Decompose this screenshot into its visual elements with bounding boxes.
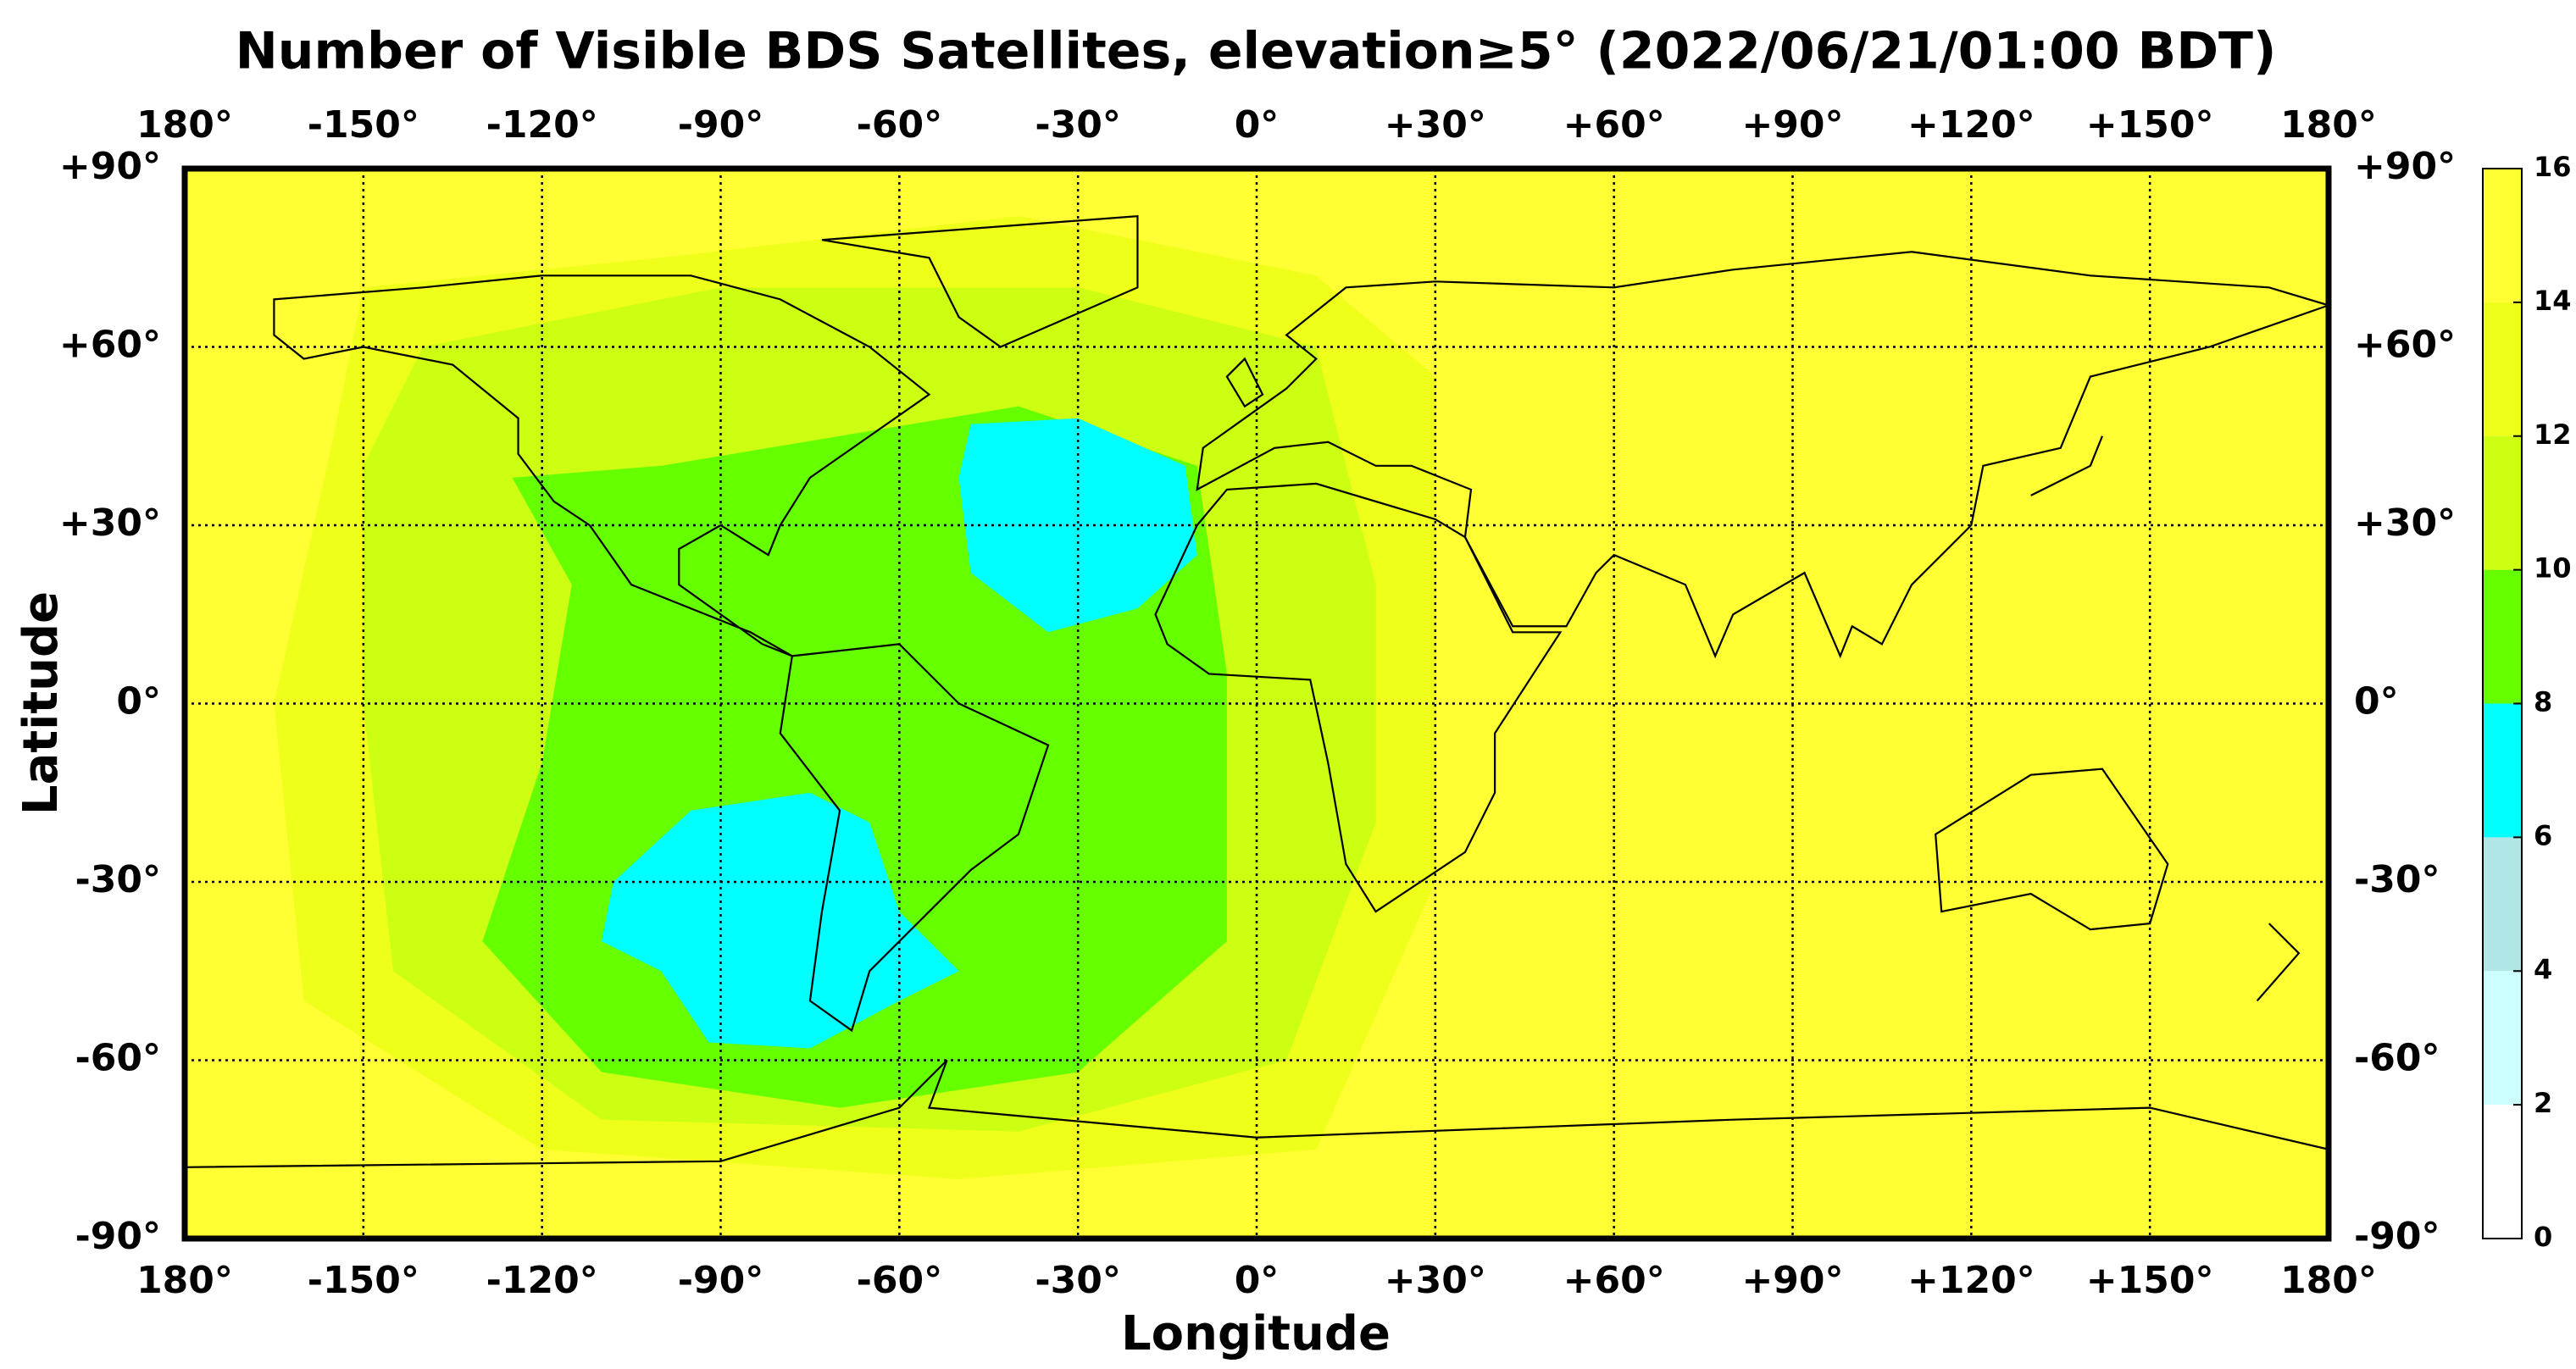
x-tick-label: -90° xyxy=(678,1259,764,1302)
x-tick-label: +90° xyxy=(1741,103,1843,147)
colorbar-tick-label: 10 xyxy=(2534,552,2572,585)
y-tick-label: -30° xyxy=(2354,858,2440,901)
y-tick-label: 0° xyxy=(2354,680,2399,723)
x-tick-label: 0° xyxy=(1235,103,1280,147)
x-tick-label: +90° xyxy=(1741,1259,1843,1302)
x-tick-label: +30° xyxy=(1385,1259,1486,1302)
coastlines xyxy=(185,216,2329,1167)
x-tick-label: +150° xyxy=(2086,1259,2214,1302)
plot-frame xyxy=(181,165,2332,1242)
x-tick-label: -30° xyxy=(1035,1259,1121,1302)
x-tick-label: 180° xyxy=(136,1259,233,1302)
colorbar-bin xyxy=(2483,1105,2522,1239)
x-tick-label: 180° xyxy=(2280,103,2377,147)
x-tick-label: +150° xyxy=(2086,103,2214,147)
x-tick-label: -60° xyxy=(857,103,943,147)
colorbar-bin xyxy=(2483,302,2522,436)
colorbar-tick-label: 14 xyxy=(2534,285,2572,317)
colorbar-tick-label: 2 xyxy=(2534,1087,2552,1119)
colorbar-tick-label: 8 xyxy=(2534,686,2552,718)
colorbar-tick-label: 12 xyxy=(2534,418,2572,451)
x-tick-label: -120° xyxy=(486,1259,598,1302)
colorbar-tick-label: 6 xyxy=(2534,819,2552,851)
y-tick-label: +60° xyxy=(2354,324,2456,367)
x-tick-label: +60° xyxy=(1563,103,1665,147)
x-tick-label: +120° xyxy=(1907,1259,2035,1302)
x-tick-label: -60° xyxy=(857,1259,943,1302)
x-tick-label: 180° xyxy=(2280,1259,2377,1302)
colorbar-bin xyxy=(2483,971,2522,1106)
colorbar-bin xyxy=(2483,703,2522,838)
x-tick-label: -120° xyxy=(486,103,598,147)
colorbar: 0 2 4 6 8 10 12 14 16 xyxy=(2483,151,2572,1253)
y-tick-label: 0° xyxy=(116,680,161,723)
y-tick-label: -90° xyxy=(75,1215,162,1258)
colorbar-tick-label: 0 xyxy=(2534,1221,2552,1253)
y-tick-label: -60° xyxy=(75,1037,162,1080)
y-tick-label: -60° xyxy=(2354,1037,2440,1080)
coverage-zone xyxy=(958,418,1197,633)
x-tick-label: -30° xyxy=(1035,103,1121,147)
coverage-zone xyxy=(601,792,959,1049)
colorbar-tick-label: 4 xyxy=(2534,953,2552,985)
x-tick-label: -150° xyxy=(308,103,419,147)
colorbar-bin xyxy=(2483,837,2522,972)
colorbar-frame xyxy=(2482,168,2523,1239)
x-tick-label: -90° xyxy=(678,103,764,147)
zones xyxy=(185,169,2329,1239)
x-tick-label: 180° xyxy=(136,103,233,147)
y-tick-label: +90° xyxy=(2354,145,2456,188)
y-tick-label: -30° xyxy=(75,858,162,901)
x-tick-label: +120° xyxy=(1907,103,2035,147)
colorbar-bin xyxy=(2483,569,2522,704)
colorbar-bin xyxy=(2483,169,2522,302)
colorbar-bin xyxy=(2483,435,2522,570)
y-axis-label: Latitude xyxy=(14,591,69,815)
y-tick-label: +30° xyxy=(2354,502,2456,545)
y-tick-label: +60° xyxy=(59,324,161,367)
x-tick-label: +60° xyxy=(1563,1259,1665,1302)
x-axis-label: Longitude xyxy=(1121,1306,1391,1361)
y-tick-label: -90° xyxy=(2354,1215,2440,1258)
x-tick-label: 0° xyxy=(1235,1259,1280,1302)
chart-title: Number of Visible BDS Satellites, elevat… xyxy=(236,22,2277,81)
x-tick-label: -150° xyxy=(308,1259,419,1302)
y-tick-label: +30° xyxy=(59,502,161,545)
colorbar-tick-label: 16 xyxy=(2534,151,2572,183)
y-tick-label: +90° xyxy=(59,145,161,188)
x-tick-label: +30° xyxy=(1385,103,1486,147)
